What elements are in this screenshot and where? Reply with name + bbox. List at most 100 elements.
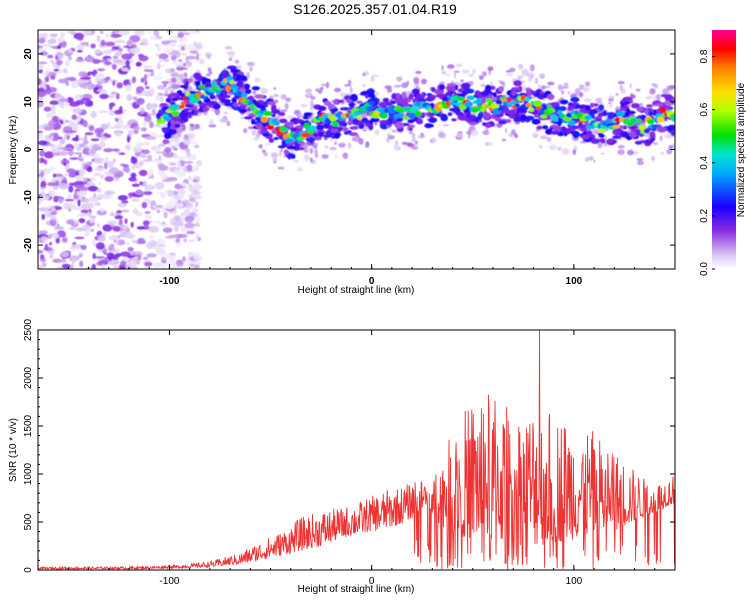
heatmap-cell (617, 145, 625, 149)
heatmap-cell (138, 160, 144, 166)
heatmap-cell (309, 107, 314, 110)
heatmap-cell (126, 94, 133, 102)
heatmap-cell (60, 251, 70, 258)
heatmap-cell (282, 155, 286, 158)
heatmap-cell (158, 109, 164, 115)
heatmap-cell (593, 103, 599, 107)
heatmap-cell (148, 234, 155, 240)
heatmap-cell (38, 132, 44, 140)
heatmap-cell (89, 177, 96, 182)
heatmap-cell (185, 55, 197, 60)
heatmap-cell (596, 116, 602, 120)
heatmap-cell (126, 242, 130, 246)
heatmap-cell (329, 146, 337, 151)
heatmap-cell (539, 145, 542, 149)
heatmap-cell (285, 97, 292, 102)
heatmap-cell (175, 202, 184, 208)
heatmap-cell (118, 116, 123, 122)
heatmap-cell (65, 119, 69, 123)
heatmap-cell (83, 30, 93, 35)
heatmap-cell (655, 93, 661, 101)
heatmap-cell (468, 114, 476, 121)
heatmap-cell (49, 254, 54, 259)
heatmap-cell (112, 30, 116, 35)
heatmap-cell (140, 77, 145, 83)
heatmap-cell (185, 148, 191, 154)
heatmap-cell (531, 118, 541, 125)
heatmap-cell (198, 58, 205, 65)
heatmap-cell (636, 107, 644, 112)
heatmap-cell (107, 261, 118, 266)
heatmap-cell (664, 94, 673, 102)
heatmap-cell (547, 108, 556, 113)
heatmap-cell (224, 101, 232, 107)
heatmap-cell (413, 77, 420, 84)
heatmap-cell (209, 118, 214, 126)
heatmap-cell (529, 64, 535, 72)
heatmap-cell (278, 106, 281, 111)
heatmap-y-tick-label: 10 (23, 96, 34, 108)
heatmap-x-tick-label: 0 (369, 276, 375, 287)
heatmap-cell (60, 120, 64, 125)
heatmap-cell (310, 147, 313, 155)
heatmap-cell (483, 89, 490, 96)
heatmap-cell (646, 104, 654, 108)
line-x-tick-label: 0 (369, 576, 375, 587)
heatmap-cell (193, 215, 201, 223)
heatmap-cell (75, 174, 84, 181)
heatmap-cell (435, 94, 445, 98)
heatmap-cell (237, 80, 244, 88)
heatmap-cell (167, 86, 172, 89)
heatmap-cell (546, 137, 552, 142)
heatmap-cell (393, 143, 400, 151)
heatmap-cell (111, 63, 117, 70)
heatmap-cell (184, 222, 196, 229)
heatmap-cell (584, 115, 592, 121)
heatmap-cell (113, 264, 120, 269)
heatmap-cell (99, 30, 104, 35)
heatmap-cell (533, 113, 541, 118)
heatmap-cell (76, 146, 82, 152)
heatmap-cell (160, 192, 167, 199)
heatmap-cell (303, 113, 312, 117)
heatmap-cell (50, 134, 54, 142)
heatmap-cell (75, 134, 79, 142)
heatmap-cell (176, 259, 183, 265)
heatmap-cell (320, 86, 324, 91)
heatmap-cell (232, 72, 238, 77)
heatmap-cell (194, 196, 203, 200)
heatmap-cell (539, 114, 548, 119)
heatmap-cell (451, 118, 457, 122)
heatmap-cell (70, 204, 77, 210)
heatmap-cell (334, 131, 341, 139)
heatmap-cell (572, 130, 580, 138)
heatmap-cell (46, 113, 53, 118)
heatmap-cell (64, 133, 74, 136)
heatmap-cell (550, 130, 560, 135)
heatmap-cell (142, 191, 153, 196)
heatmap-cell (122, 124, 131, 130)
heatmap-cell (259, 143, 263, 150)
heatmap-cell (100, 39, 106, 47)
heatmap-cell (283, 149, 290, 156)
colorbar-tick-label: 0.2 (699, 209, 710, 223)
heatmap-cell (143, 74, 147, 82)
heatmap-cell (142, 41, 149, 46)
heatmap-cell (184, 208, 191, 215)
heatmap-cell (71, 114, 78, 120)
heatmap-cell (138, 92, 144, 96)
heatmap-cell (61, 263, 71, 269)
heatmap-cell (626, 121, 635, 126)
heatmap-cell (504, 127, 508, 134)
heatmap-cell (347, 79, 352, 85)
heatmap-cell (415, 70, 422, 74)
heatmap-cell (74, 152, 83, 155)
heatmap-cell (161, 64, 165, 67)
heatmap-cell (346, 99, 352, 104)
heatmap-cell (664, 134, 672, 139)
heatmap-cell (80, 76, 92, 80)
heatmap-cell (137, 53, 144, 58)
heatmap-cell (122, 225, 130, 228)
heatmap-cell (445, 85, 456, 91)
